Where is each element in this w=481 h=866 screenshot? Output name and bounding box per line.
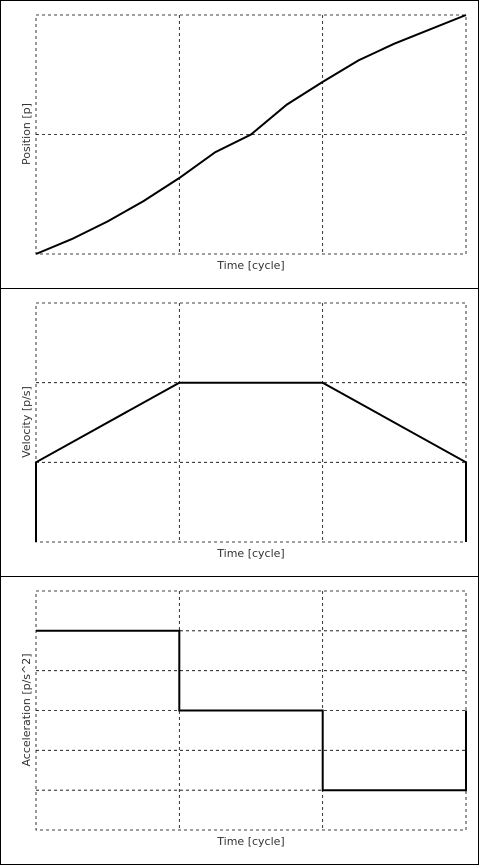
position-chart-panel: Time [cycle] Position [p] (0, 0, 479, 289)
velocity-chart: Time [cycle] Velocity [p/s] (20, 302, 467, 560)
x-axis-label: Time [cycle] (216, 547, 284, 560)
series-line (35, 14, 467, 255)
x-axis-label: Time [cycle] (216, 835, 284, 848)
acceleration-chart: Time [cycle] Acceleration [p/s^2] (20, 590, 467, 848)
x-axis-label: Time [cycle] (216, 259, 284, 272)
y-axis-label: Velocity [p/s] (20, 386, 33, 458)
plot-frame (35, 302, 467, 543)
position-chart: Time [cycle] Position [p] (20, 14, 467, 272)
series-line (35, 381, 467, 542)
y-axis-label: Position [p] (20, 103, 33, 165)
y-axis-label: Acceleration [p/s^2] (20, 653, 33, 766)
velocity-chart-panel: Time [cycle] Velocity [p/s] (0, 288, 479, 577)
acceleration-chart-panel: Time [cycle] Acceleration [p/s^2] (0, 576, 479, 865)
series-line (36, 629, 467, 792)
